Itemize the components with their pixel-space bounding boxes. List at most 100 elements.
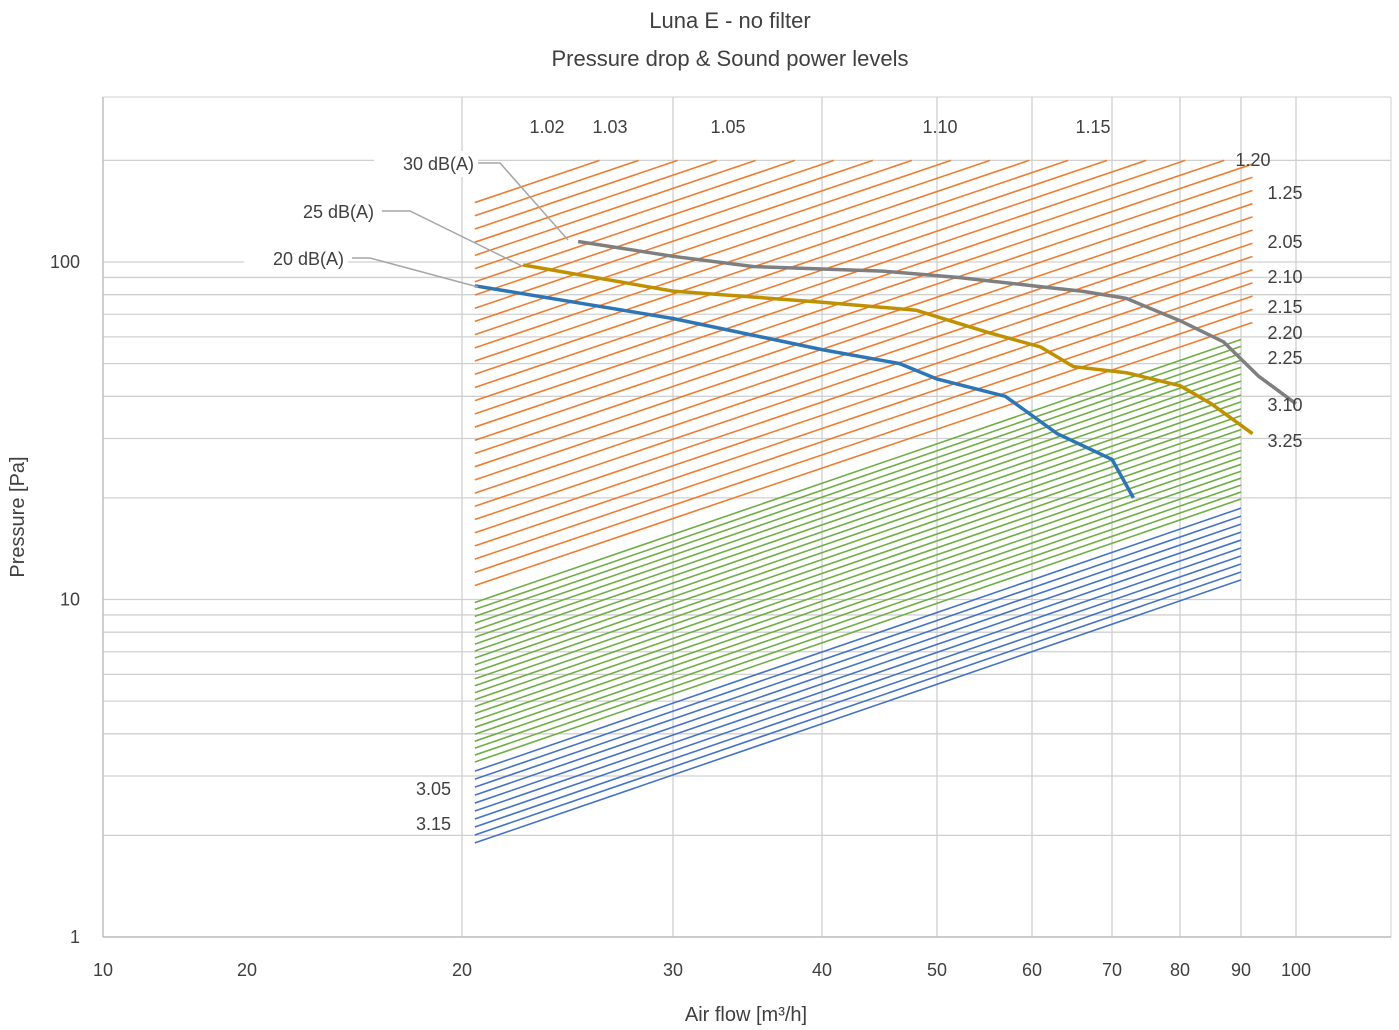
setting-line-3.xx — [474, 563, 1242, 828]
setting-line-2.xx — [474, 442, 1242, 708]
setting-line-2.xx — [474, 380, 1242, 645]
setting-line-2.xx — [474, 484, 1242, 749]
sound-curves — [474, 239, 1298, 499]
curve-label-right: 3.10 — [1267, 395, 1302, 415]
setting-line-2.xx — [474, 394, 1242, 659]
setting-line-3.xx — [474, 515, 1242, 780]
setting-line-2.xx — [474, 449, 1242, 715]
setting-line-2.xx — [474, 477, 1242, 742]
sound-curve — [474, 284, 1135, 499]
x-tick-label: 10 — [93, 960, 113, 980]
setting-line-1.xx — [474, 159, 1069, 362]
setting-line-3.xx — [474, 547, 1242, 812]
curve-label-right: 2.05 — [1267, 232, 1302, 252]
setting-line-1.xx — [474, 159, 717, 243]
x-tick-label: 20 — [452, 960, 472, 980]
y-tick-labels: 100 10 1 — [50, 252, 80, 947]
chart-subtitle: Pressure drop & Sound power levels — [551, 46, 908, 71]
sound-label: 25 dB(A) — [303, 202, 374, 222]
curve-label-left: 3.15 — [416, 814, 451, 834]
setting-line-2.xx — [474, 401, 1242, 666]
curve-labels: 1.02 1.03 1.05 1.10 1.15 1.20 1.25 2.05 2.10 2.15… — [416, 117, 1303, 834]
x-tick-label: 50 — [927, 960, 947, 980]
setting-line-3.xx — [474, 579, 1242, 844]
sound-curve — [522, 263, 1254, 436]
setting-line-3.xx — [474, 507, 1242, 772]
curve-label-top: 1.02 — [529, 117, 564, 137]
y-tick-label: 1 — [70, 927, 80, 947]
y-tick-label: 10 — [60, 590, 80, 610]
setting-line-3.xx — [474, 531, 1242, 796]
sound-label: 20 dB(A) — [273, 249, 344, 269]
curve-label-right: 1.25 — [1267, 183, 1302, 203]
setting-line-2.xx — [474, 338, 1242, 604]
setting-lines — [474, 159, 1253, 844]
setting-line-2.xx — [474, 498, 1242, 763]
setting-line-1.xx — [474, 159, 639, 217]
curve-label-left: 3.05 — [416, 779, 451, 799]
sound-label-background — [244, 246, 348, 272]
x-axis-title: Air flow [m³/h] — [685, 1004, 807, 1026]
setting-line-1.xx — [474, 159, 678, 230]
y-axis-title: Pressure [Pa] — [7, 456, 29, 577]
curve-label-top: 1.03 — [592, 117, 627, 137]
setting-line-1.xx — [474, 216, 1253, 481]
x-tick-label: 20 — [237, 960, 257, 980]
setting-line-1.xx — [474, 282, 1253, 547]
setting-line-1.xx — [474, 321, 1253, 587]
setting-line-1.xx — [474, 308, 1253, 574]
setting-line-1.xx — [474, 159, 1030, 349]
sound-label-background — [374, 151, 478, 177]
setting-line-1.xx — [474, 255, 1253, 521]
curve-label-right: 2.20 — [1267, 323, 1302, 343]
leader-lines — [352, 162, 569, 288]
x-tick-label: 80 — [1170, 960, 1190, 980]
setting-line-2.xx — [474, 470, 1242, 736]
leader-line — [382, 210, 523, 267]
setting-line-2.xx — [474, 366, 1242, 631]
setting-line-2.xx — [474, 373, 1242, 638]
sound-label-background — [274, 199, 378, 225]
leader-line — [478, 162, 569, 241]
x-tick-label: 40 — [812, 960, 832, 980]
x-tick-label: 30 — [663, 960, 683, 980]
setting-line-1.xx — [474, 202, 1253, 468]
curve-label-right: 2.15 — [1267, 297, 1302, 317]
setting-line-2.xx — [474, 359, 1242, 625]
setting-line-1.xx — [474, 159, 874, 296]
setting-line-2.xx — [474, 345, 1242, 611]
sound-labels: 20 dB(A) 25 dB(A) 30 dB(A) — [244, 151, 478, 272]
setting-line-1.xx — [474, 159, 913, 309]
y-tick-label: 100 — [50, 252, 80, 272]
setting-line-1.xx — [474, 242, 1253, 508]
x-tick-labels: 10 20 20 30 40 50 60 70 80 90 100 — [93, 960, 1311, 980]
setting-line-1.xx — [474, 229, 1253, 494]
setting-line-1.xx — [474, 159, 600, 204]
setting-line-3.xx — [474, 555, 1242, 820]
setting-line-1.xx — [474, 159, 991, 336]
setting-line-2.xx — [474, 408, 1242, 673]
x-tick-label: 60 — [1022, 960, 1042, 980]
setting-line-2.xx — [474, 421, 1242, 687]
setting-line-1.xx — [474, 159, 1147, 389]
setting-line-1.xx — [474, 268, 1253, 534]
setting-line-1.xx — [474, 159, 1186, 402]
setting-line-1.xx — [474, 159, 1225, 415]
setting-line-1.xx — [474, 295, 1253, 560]
setting-line-2.xx — [474, 491, 1242, 756]
sound-label: 30 dB(A) — [403, 154, 474, 174]
setting-line-1.xx — [474, 159, 952, 323]
curve-label-right: 1.20 — [1235, 150, 1270, 170]
setting-line-3.xx — [474, 523, 1242, 788]
setting-line-2.xx — [474, 463, 1242, 729]
setting-line-2.xx — [474, 428, 1242, 694]
curve-label-right: 2.25 — [1267, 348, 1302, 368]
setting-line-3.xx — [474, 571, 1242, 836]
setting-line-1.xx — [474, 159, 756, 257]
sound-curve — [577, 239, 1298, 406]
setting-line-2.xx — [474, 387, 1242, 652]
setting-line-2.xx — [474, 435, 1242, 701]
chart-title: Luna E - no filter — [649, 8, 810, 33]
